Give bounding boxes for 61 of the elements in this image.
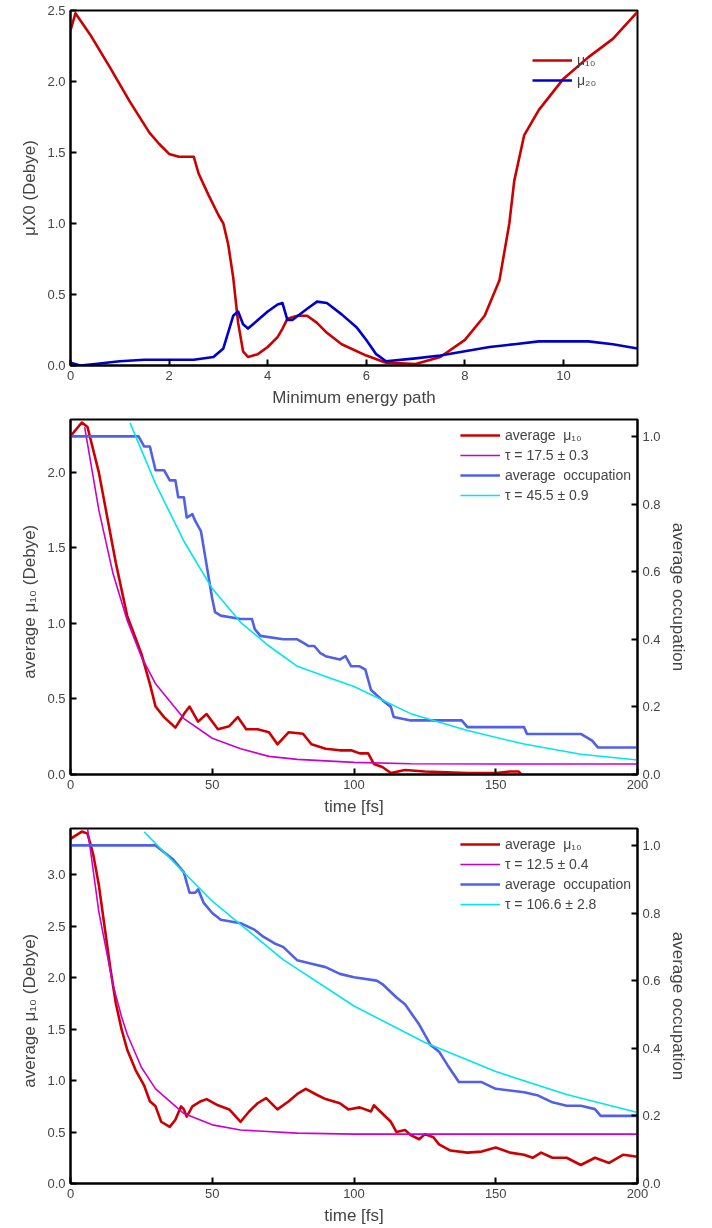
y2-tick-label: 1.0 xyxy=(642,837,661,853)
legend-label: average μ₁₀ xyxy=(504,836,582,852)
y-tick-label: 1.0 xyxy=(47,216,66,231)
x-tick-label: 0 xyxy=(66,1185,75,1201)
x-tick-label: 150 xyxy=(484,776,507,792)
x-tick-label: 150 xyxy=(484,1185,507,1201)
line-series xyxy=(70,10,638,366)
legend-label: μ₂₀ xyxy=(577,72,597,88)
y-tick-label: 2.5 xyxy=(47,918,66,934)
y-axis-title: μX0 (Debye) xyxy=(20,140,40,236)
x-tick-label: 0 xyxy=(66,367,75,383)
y-tick-label: 1.0 xyxy=(47,615,66,631)
y-tick-label: 1.0 xyxy=(47,1073,66,1089)
y-tick-label: 0.5 xyxy=(47,1124,66,1140)
y2-tick-label: 0.2 xyxy=(642,1108,661,1124)
y-tick-label: 2.5 xyxy=(47,3,66,18)
x-axis-title: time [fs] xyxy=(324,1205,384,1225)
x-axis-title: time [fs] xyxy=(324,796,384,816)
y2-tick-label: 0.6 xyxy=(642,973,661,989)
y-tick-label: 0.0 xyxy=(47,358,66,373)
y2-tick-label: 0.4 xyxy=(642,631,661,647)
legend-label: average μ₁₀ xyxy=(504,427,582,443)
legend-label: τ = 12.5 ± 0.4 xyxy=(504,856,589,872)
y2-tick-label: 0.4 xyxy=(642,1040,661,1056)
y-tick-label: 1.5 xyxy=(47,1021,66,1037)
x-axis-title: Minimum energy path xyxy=(272,387,436,407)
y2-tick-label: 0.8 xyxy=(642,905,661,921)
y-axis-title: average μ₁₀ (Debye) xyxy=(20,933,40,1088)
x-tick-label: 100 xyxy=(343,1185,365,1201)
y2-tick-label: 0.6 xyxy=(642,564,661,580)
y2-tick-label: 0.8 xyxy=(642,496,661,512)
y2-axis-title: average occupation xyxy=(668,522,688,672)
legend-label: τ = 17.5 ± 0.3 xyxy=(504,447,589,463)
y-tick-label: 0.0 xyxy=(47,1176,66,1191)
line-series xyxy=(143,831,638,1114)
x-tick-label: 0 xyxy=(66,776,75,792)
legend-label: average occupation xyxy=(504,876,631,892)
y-tick-label: 0.0 xyxy=(47,767,66,782)
legend-label: average occupation xyxy=(504,467,631,483)
x-tick-label: 6 xyxy=(362,367,370,383)
y-tick-label: 1.5 xyxy=(47,145,66,160)
y2-tick-label: 1.0 xyxy=(642,428,661,444)
x-tick-label: 4 xyxy=(264,367,272,383)
legend-label: τ = 106.6 ± 2.8 xyxy=(504,896,597,912)
x-tick-label: 50 xyxy=(205,1185,220,1201)
x-tick-label: 2 xyxy=(165,367,173,383)
y-tick-label: 3.0 xyxy=(47,867,66,883)
y-tick-label: 2.0 xyxy=(47,464,66,480)
x-tick-label: 100 xyxy=(343,776,365,792)
y-tick-label: 2.0 xyxy=(47,970,66,986)
x-tick-label: 8 xyxy=(461,367,469,383)
y-tick-label: 0.5 xyxy=(47,691,66,707)
x-tick-label: 50 xyxy=(205,776,220,792)
y-tick-label: 1.5 xyxy=(47,540,66,556)
y-axis-title: average μ₁₀ (Debye) xyxy=(20,524,40,679)
y-tick-label: 2.0 xyxy=(47,74,66,89)
y2-axis-title: average occupation xyxy=(668,931,688,1081)
legend-label: τ = 45.5 ± 0.9 xyxy=(504,487,589,503)
x-tick-label: 10 xyxy=(556,367,571,383)
y2-tick-label: 0.2 xyxy=(642,699,661,715)
y-tick-label: 0.5 xyxy=(47,287,66,302)
